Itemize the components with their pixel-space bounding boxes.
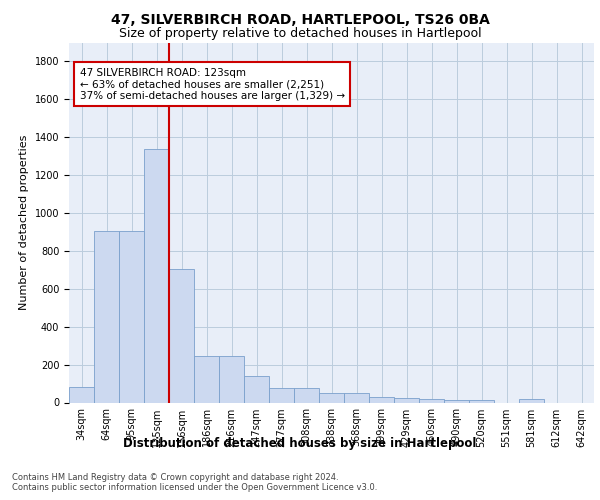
- Bar: [94, 231, 119, 402]
- Bar: [244, 376, 269, 402]
- Bar: [119, 231, 144, 402]
- Bar: [319, 393, 344, 402]
- Bar: [369, 397, 394, 402]
- Bar: [169, 269, 194, 402]
- Bar: [194, 356, 219, 403]
- Bar: [294, 388, 319, 402]
- Bar: [394, 398, 419, 402]
- Text: Size of property relative to detached houses in Hartlepool: Size of property relative to detached ho…: [119, 28, 481, 40]
- Y-axis label: Number of detached properties: Number of detached properties: [19, 135, 29, 310]
- Bar: [469, 400, 494, 402]
- Bar: [419, 398, 444, 402]
- Bar: [344, 393, 369, 402]
- Bar: [69, 388, 94, 402]
- Bar: [219, 356, 244, 403]
- Bar: [269, 388, 294, 402]
- Text: 47, SILVERBIRCH ROAD, HARTLEPOOL, TS26 0BA: 47, SILVERBIRCH ROAD, HARTLEPOOL, TS26 0…: [110, 12, 490, 26]
- Bar: [444, 400, 469, 402]
- Text: Contains HM Land Registry data © Crown copyright and database right 2024.
Contai: Contains HM Land Registry data © Crown c…: [12, 472, 377, 492]
- Text: 47 SILVERBIRCH ROAD: 123sqm
← 63% of detached houses are smaller (2,251)
37% of : 47 SILVERBIRCH ROAD: 123sqm ← 63% of det…: [79, 68, 344, 101]
- Bar: [519, 398, 544, 402]
- Bar: [144, 148, 169, 402]
- Text: Distribution of detached houses by size in Hartlepool: Distribution of detached houses by size …: [124, 438, 476, 450]
